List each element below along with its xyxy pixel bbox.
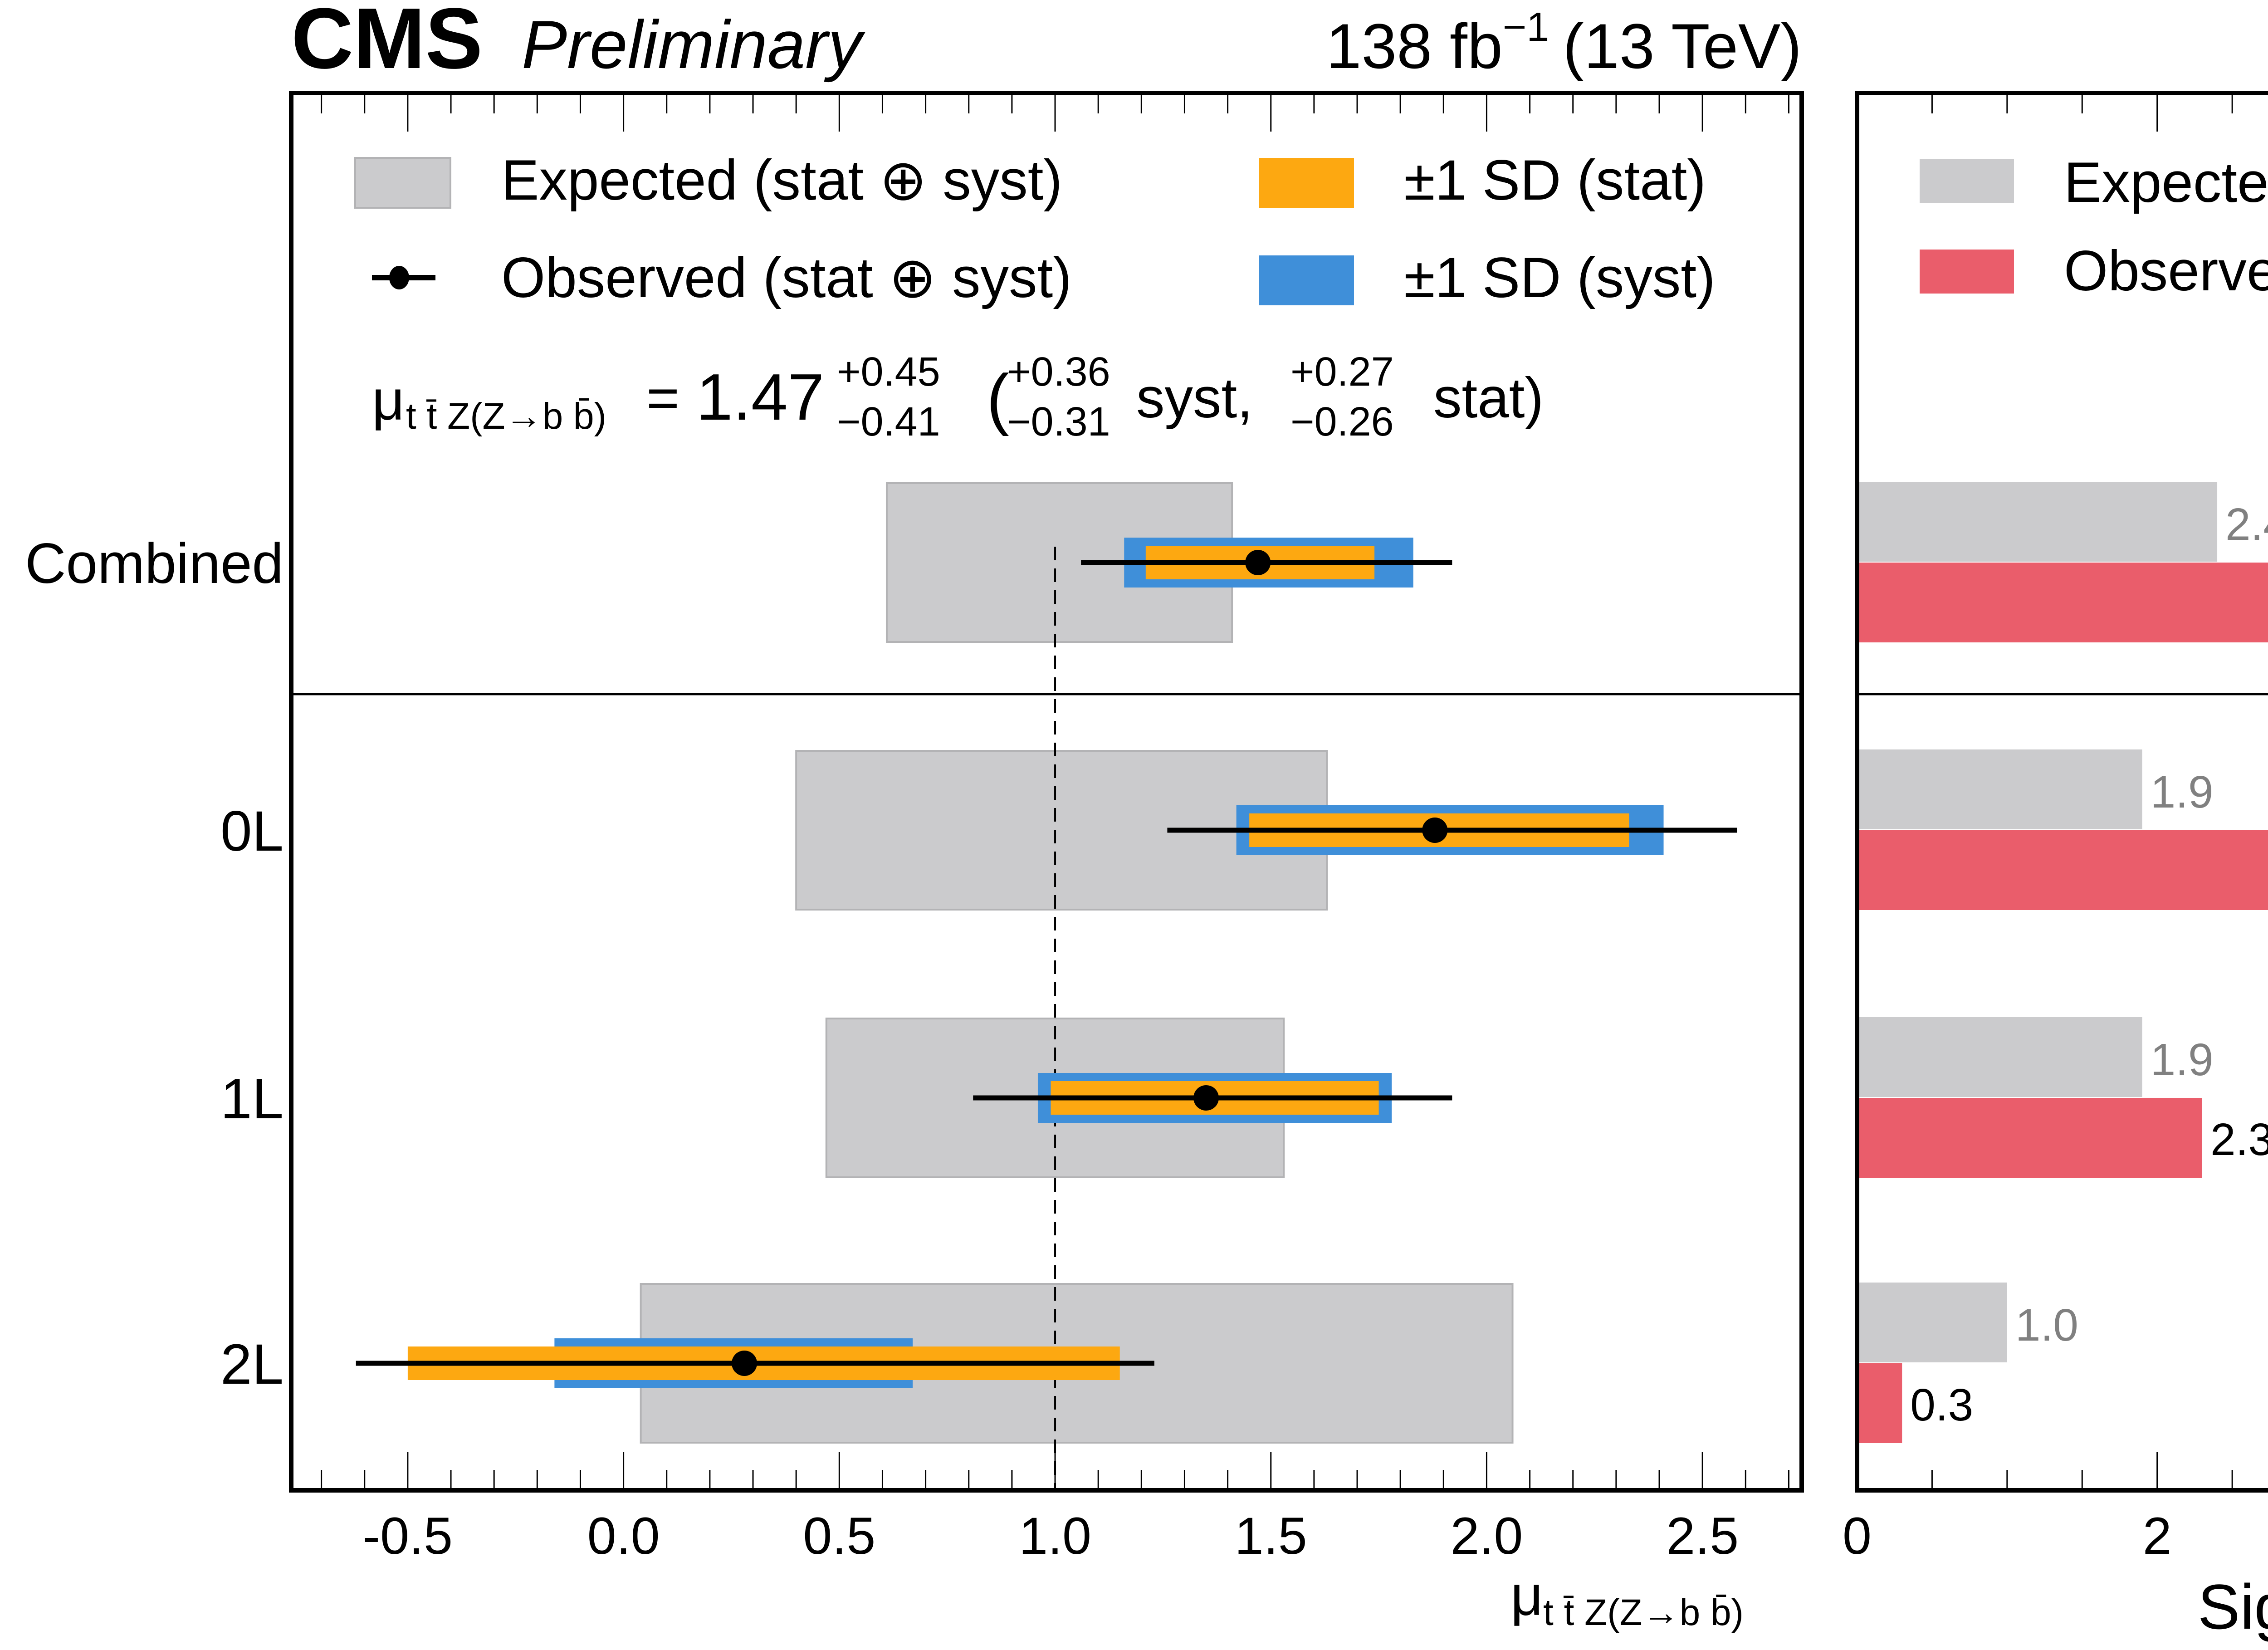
legend-expected-label: Expected (stat ⊕ syst) bbox=[501, 149, 1062, 212]
observed-significance-bar-2L bbox=[1857, 1363, 1902, 1443]
expected-significance-label: 1.9 bbox=[2151, 767, 2214, 818]
x-tick-label: 1.5 bbox=[1235, 1507, 1307, 1565]
result-syst-label: syst, bbox=[1136, 367, 1253, 430]
result-stat-up: +0.27 bbox=[1290, 349, 1394, 395]
left-panel-marks bbox=[356, 482, 1737, 1490]
legend-observed-marker bbox=[389, 266, 409, 289]
expected-significance-label: 1.0 bbox=[2015, 1300, 2078, 1351]
left-legend: Expected (stat ⊕ syst) Observed (stat ⊕ … bbox=[354, 149, 1716, 309]
x-tick-label: 0.0 bbox=[587, 1507, 660, 1565]
preliminary-label: Preliminary bbox=[522, 6, 865, 83]
right-panel-frame bbox=[1855, 91, 2268, 1493]
observed-significance-bar-1L bbox=[1857, 1098, 2202, 1178]
result-stat-down: −0.26 bbox=[1290, 399, 1394, 445]
observed-significance-label: 0.3 bbox=[1910, 1380, 1973, 1430]
right-panel-border bbox=[1855, 91, 2268, 1493]
expected-significance-bar-2L bbox=[1857, 1283, 2007, 1362]
lumi-exponent: −1 bbox=[1503, 5, 1549, 50]
expected-significance-bar-1L bbox=[1857, 1017, 2142, 1097]
result-stat-label: stat) bbox=[1433, 367, 1544, 430]
legend-right-observed-swatch bbox=[1920, 250, 2014, 294]
right-x-axis-label: Significance bbox=[2198, 1571, 2268, 1642]
right-x-axis: 024 bbox=[1843, 95, 2233, 1565]
legend-syst-label: ±1 SD (syst) bbox=[1404, 246, 1716, 309]
result-mu-symbol: μ bbox=[372, 369, 405, 432]
right-panel-marks: 2.43.51.93.01.92.31.00.3 bbox=[1857, 482, 2268, 1443]
x-tick-label: 2.5 bbox=[1666, 1507, 1739, 1565]
observed-point-0L bbox=[1422, 818, 1448, 843]
left-x-axis-label: μ t t̄ Z(Z→b b̄) bbox=[1510, 1564, 1744, 1633]
lumi-label: 138 fb−1 (13 TeV) bbox=[1326, 5, 1802, 82]
expected-significance-label: 2.4 bbox=[2225, 499, 2268, 550]
result-equals: = bbox=[646, 367, 679, 430]
result-central-value: 1.47 bbox=[696, 360, 824, 434]
result-syst-up: +0.36 bbox=[1007, 349, 1110, 395]
x-tick-label: 0.5 bbox=[803, 1507, 875, 1565]
observed-significance-label: 2.3 bbox=[2210, 1114, 2268, 1165]
right-legend: Expected Observed bbox=[1920, 151, 2268, 303]
category-label: 2L bbox=[220, 1333, 284, 1396]
legend-stat-label: ±1 SD (stat) bbox=[1404, 149, 1706, 212]
expected-significance-bar-Combined bbox=[1857, 482, 2218, 562]
result-syst-down: −0.31 bbox=[1007, 399, 1110, 445]
legend-observed-label: Observed (stat ⊕ syst) bbox=[501, 246, 1072, 309]
observed-point-1L bbox=[1193, 1085, 1219, 1111]
category-label: 1L bbox=[220, 1067, 284, 1131]
observed-significance-bar-0L bbox=[1857, 830, 2268, 910]
x-axis-label-subscript: t t̄ Z(Z→b b̄) bbox=[1543, 1592, 1744, 1633]
sig-tick-label: 0 bbox=[1843, 1507, 1872, 1565]
expected-significance-bar-0L bbox=[1857, 749, 2142, 829]
category-labels: Combined 0L 1L 2L bbox=[25, 532, 284, 1396]
left-x-axis: -0.5 0.0 0.5 1.0 1.5 2.0 2.5 bbox=[321, 95, 1789, 1565]
category-label: 0L bbox=[220, 800, 284, 863]
observed-point-Combined bbox=[1245, 550, 1271, 575]
observed-point-2L bbox=[732, 1351, 757, 1376]
left-panel-border bbox=[289, 91, 1804, 1493]
lumi-prefix: 138 fb bbox=[1326, 10, 1503, 82]
legend-right-observed-label: Observed bbox=[2064, 240, 2268, 303]
x-tick-label: -0.5 bbox=[363, 1507, 453, 1565]
legend-stat-swatch bbox=[1259, 158, 1354, 208]
result-total-down: −0.41 bbox=[837, 399, 940, 445]
energy-label: (13 TeV) bbox=[1563, 10, 1802, 82]
cms-label: CMS bbox=[291, 0, 483, 87]
legend-right-expected-swatch bbox=[1920, 159, 2014, 203]
left-panel-frame bbox=[289, 91, 1804, 1493]
result-mu-subscript: t t̄ Z(Z→b b̄) bbox=[406, 396, 606, 437]
x-tick-label: 2.0 bbox=[1451, 1507, 1523, 1565]
sig-tick-label: 2 bbox=[2143, 1507, 2172, 1565]
category-label: Combined bbox=[25, 532, 284, 595]
observed-significance-bar-Combined bbox=[1857, 563, 2268, 642]
legend-expected-swatch bbox=[354, 157, 451, 209]
expected-significance-label: 1.9 bbox=[2151, 1034, 2214, 1085]
result-open-paren: ( bbox=[987, 360, 1009, 436]
x-axis-label-symbol: μ bbox=[1510, 1564, 1543, 1627]
legend-syst-swatch bbox=[1259, 255, 1354, 305]
x-tick-label: 1.0 bbox=[1019, 1507, 1091, 1565]
legend-right-expected-label: Expected bbox=[2064, 151, 2268, 214]
result-total-up: +0.45 bbox=[837, 349, 940, 395]
result-formula: μ t t̄ Z(Z→b b̄) = 1.47 +0.45 −0.41 ( +0… bbox=[372, 349, 1544, 445]
